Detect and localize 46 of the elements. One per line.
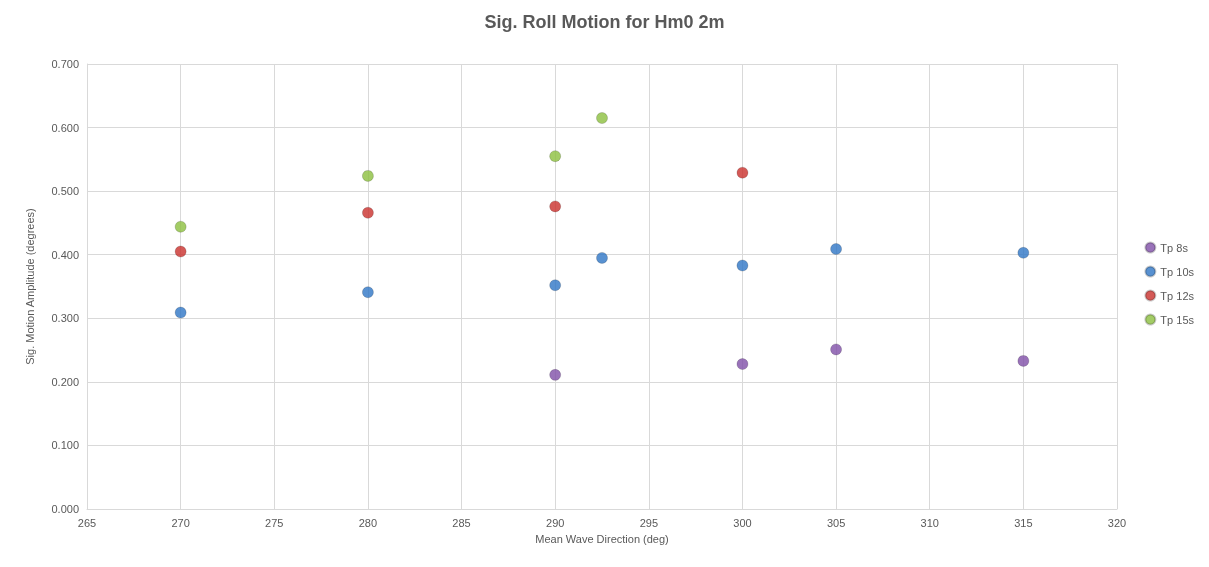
point	[736, 358, 749, 370]
point	[1017, 354, 1030, 367]
point	[830, 243, 842, 255]
x-tick-label: 295	[639, 516, 658, 529]
x-tick-label: 265	[77, 516, 97, 529]
point	[736, 259, 749, 272]
point	[174, 220, 187, 233]
point	[174, 306, 187, 319]
x-tick-label: 275	[265, 516, 284, 529]
legend-label: Tp 12s	[1160, 289, 1195, 302]
point	[549, 200, 562, 213]
x-tick-label: 285	[452, 516, 471, 529]
x-tick-label: 315	[1014, 516, 1033, 529]
y-tick-label: 0.700	[51, 58, 79, 70]
x-tick-label: 290	[546, 516, 565, 529]
chart-title: Sig. Roll Motion for Hm0 2m	[484, 12, 725, 32]
y-tick-label: 0.200	[51, 375, 79, 388]
x-tick-label: 310	[920, 516, 939, 529]
x-axis-title: Mean Wave Direction (deg)	[535, 532, 669, 545]
point	[549, 368, 562, 381]
x-tick-label: 320	[1107, 516, 1127, 529]
point	[362, 206, 374, 219]
y-tick-label: 0.400	[51, 248, 79, 261]
point	[596, 112, 608, 124]
x-tick-label: 270	[171, 516, 190, 529]
y-tick-label: 0.100	[51, 439, 79, 452]
point	[596, 252, 608, 264]
point	[362, 286, 374, 299]
legend-label: Tp 10s	[1160, 265, 1195, 278]
point	[174, 245, 187, 258]
point	[549, 150, 562, 163]
point	[362, 169, 374, 182]
point	[830, 343, 842, 356]
x-tick-label: 300	[733, 516, 752, 529]
y-tick-label: 0.000	[51, 503, 79, 515]
legend-label: Tp 8s	[1160, 241, 1189, 254]
x-tick-label: 305	[826, 516, 846, 529]
point	[1017, 246, 1030, 259]
y-tick-label: 0.300	[51, 312, 79, 325]
y-axis-title: Sig. Motion Amplitude (degrees)	[23, 208, 36, 365]
point	[736, 166, 749, 179]
x-tick-label: 280	[358, 516, 378, 529]
y-tick-label: 0.500	[51, 185, 79, 198]
point	[549, 279, 562, 292]
legend-label: Tp 15s	[1160, 313, 1195, 326]
y-tick-label: 0.600	[51, 121, 79, 134]
